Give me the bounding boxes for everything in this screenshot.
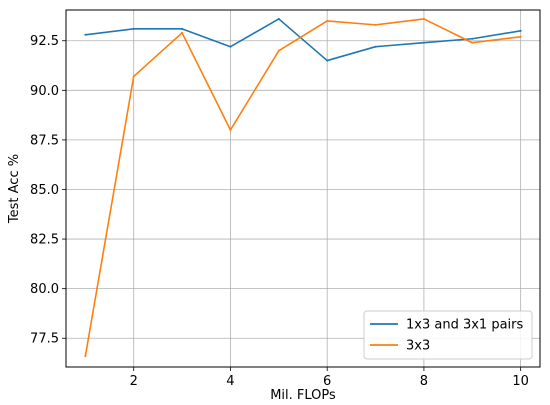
legend-label: 1x3 and 3x1 pairs <box>406 318 524 333</box>
x-tick-label: 10 <box>512 374 529 389</box>
data-point <box>374 23 377 26</box>
data-point <box>471 41 474 44</box>
tick-labels: 2 4 6 8 10 77.5 80.0 82.5 85.0 87.5 90.0 92.5 <box>30 34 529 389</box>
series-line-1 <box>85 18 521 62</box>
tick-marks <box>62 40 522 371</box>
data-point <box>326 59 329 62</box>
legend-label: 3x3 <box>406 339 430 354</box>
data-point <box>132 27 135 30</box>
data-point <box>181 27 184 30</box>
grid-lines <box>66 10 540 367</box>
y-tick-label: 90.0 <box>30 84 59 99</box>
data-point <box>132 75 135 78</box>
data-point <box>422 17 425 20</box>
data-point <box>471 37 474 40</box>
series-line-2 <box>84 18 521 357</box>
data-point <box>229 128 232 131</box>
x-tick-label: 6 <box>323 374 331 389</box>
y-tick-label: 82.5 <box>30 233 59 248</box>
x-tick-label: 2 <box>130 374 138 389</box>
data-point <box>326 19 329 22</box>
data-point <box>181 31 184 34</box>
legend: 1x3 and 3x1 pairs 3x3 <box>363 310 533 360</box>
y-tick-label: 85.0 <box>30 183 59 198</box>
data-point <box>84 355 87 358</box>
data-point <box>84 33 87 36</box>
plot-frame <box>65 9 541 368</box>
data-point <box>519 29 522 32</box>
data-point <box>519 35 522 38</box>
x-tick-label: 8 <box>420 374 428 389</box>
y-tick-label: 92.5 <box>30 34 59 49</box>
data-point <box>277 17 280 20</box>
legend-box <box>363 310 533 360</box>
y-tick-label: 80.0 <box>30 282 59 297</box>
data-point <box>277 49 280 52</box>
data-point <box>229 45 232 48</box>
data-point <box>422 41 425 44</box>
data-point <box>374 45 377 48</box>
y-axis-label: Test Acc % <box>7 154 22 224</box>
y-tick-label: 77.5 <box>30 332 59 347</box>
series-lines <box>84 17 522 358</box>
y-tick-label: 87.5 <box>30 133 59 148</box>
x-tick-label: 4 <box>226 374 234 389</box>
x-axis-label: Mil. FLOPs <box>270 388 336 403</box>
